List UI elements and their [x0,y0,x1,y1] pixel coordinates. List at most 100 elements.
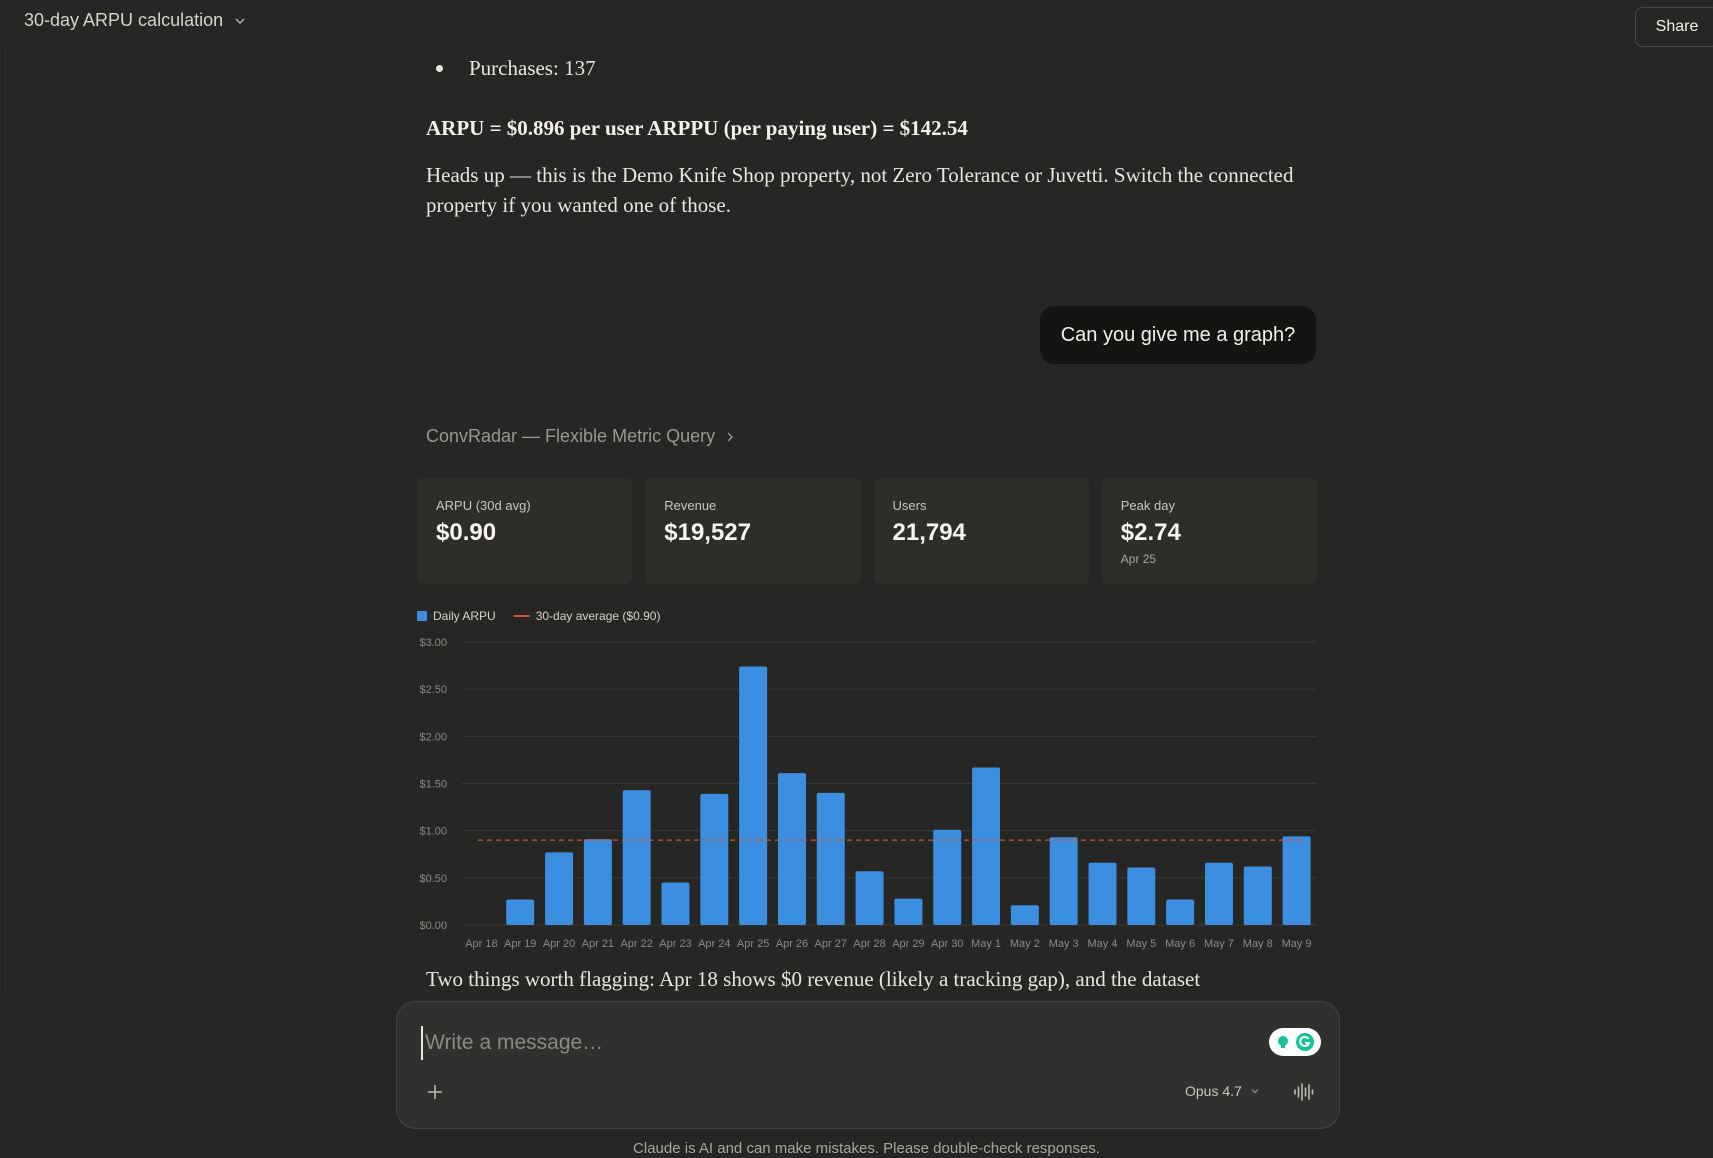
bar [1088,862,1117,925]
chevron-down-icon [1251,1089,1259,1094]
y-tick-label: $0.50 [419,873,447,885]
stat-label: Peak day [1120,498,1175,513]
list-item: Purchases: 137 [426,56,1316,81]
model-selector[interactable]: Opus 4.7 [1185,1083,1260,1099]
bar [700,793,729,925]
bar [1243,866,1272,925]
arpu-summary: ARPU = $0.896 per user ARPPU (per paying… [426,116,968,140]
x-tick-label: May 7 [1204,938,1234,950]
x-tick-label: May 2 [1010,938,1040,950]
bar [1204,862,1233,925]
chevron-right-icon [727,432,734,441]
bar [583,839,612,925]
voice-input-icon[interactable] [1293,1082,1315,1102]
x-tick-label: May 9 [1282,938,1312,950]
user-message: Can you give me a graph? [1040,306,1316,364]
bar [933,829,962,925]
bar [894,898,923,925]
lightbulb-icon [1278,1036,1288,1048]
x-tick-label: Apr 26 [776,938,808,950]
bar [777,773,806,925]
stat-value: $2.74 [1120,519,1181,546]
x-tick-label: May 4 [1088,938,1118,950]
stat-label: Users [892,498,927,513]
x-tick-label: Apr 30 [931,938,963,950]
bar [622,790,651,925]
message-composer: Opus 4.7 [396,1001,1340,1129]
x-tick-label: May 3 [1049,938,1079,950]
bullet-icon [436,65,443,72]
x-tick-label: Apr 22 [620,938,652,950]
followup-line: Two things worth flagging: Apr 18 shows … [426,967,1201,991]
conversation-title: 30-day ARPU calculation [24,10,224,30]
conversation-title-menu[interactable]: 30-day ARPU calculation [24,10,247,31]
bar [1049,837,1078,925]
stat-card-peak-day: Peak day $2.74 Apr 25 [1101,478,1317,584]
legend-label: 30-day average ($0.90) [535,609,661,623]
x-tick-label: Apr 29 [892,938,924,950]
bar [661,882,690,925]
x-tick-label: May 6 [1165,938,1195,950]
bar [1010,905,1039,925]
y-tick-label: $3.00 [419,637,447,649]
y-tick-label: $2.50 [419,684,447,696]
chart-legend: Daily ARPU 30-day average ($0.90) [417,609,660,623]
bar [855,871,884,925]
bar [972,767,1001,925]
chevron-down-icon [235,18,245,24]
stat-card-revenue: Revenue $19,527 [645,478,861,584]
stat-value: $19,527 [664,519,752,546]
stat-label: ARPU (30d avg) [436,498,531,513]
legend-swatch [417,611,427,621]
bar [545,852,574,925]
y-tick-label: $2.00 [419,731,447,743]
x-tick-label: Apr 27 [815,938,847,950]
y-tick-label: $1.00 [419,826,447,838]
heads-up-note: Heads up — this is the Demo Knife Shop p… [426,163,1294,217]
x-tick-label: May 1 [971,938,1001,950]
x-tick-label: Apr 25 [737,938,769,950]
bar [739,666,768,925]
stat-card-users: Users 21,794 [873,478,1089,584]
stat-subtext: Apr 25 [1120,552,1157,566]
x-tick-label: Apr 23 [659,938,691,950]
top-bar: 30-day ARPU calculation Share [0,0,1713,47]
model-name: Opus 4.7 [1185,1083,1242,1099]
tool-call-label: ConvRadar — Flexible Metric Query [426,426,716,446]
stat-label: Revenue [664,498,717,513]
legend-item-average: 30-day average ($0.90) [513,609,661,623]
legend-swatch [513,615,530,617]
bar [1127,867,1156,925]
assistant-followup-text: Two things worth flagging: Apr 18 shows … [426,964,1306,994]
x-tick-label: Apr 28 [853,938,885,950]
tool-call-toggle[interactable]: ConvRadar — Flexible Metric Query [426,426,1316,447]
x-tick-label: Apr 18 [465,938,497,950]
stat-card-arpu: ARPU (30d avg) $0.90 [417,478,633,584]
stat-cards: ARPU (30d avg) $0.90 Revenue $19,527 Use… [417,478,1317,584]
y-tick-label: $0.00 [419,920,447,932]
y-tick-label: $1.50 [419,779,447,791]
bar [1282,836,1311,925]
share-button[interactable]: Share [1635,7,1713,47]
x-tick-label: May 8 [1243,938,1273,950]
grammarly-icon[interactable] [1269,1028,1321,1056]
bar [1166,899,1195,925]
x-tick-label: Apr 19 [504,938,536,950]
arpu-bar-chart: $0.00 $0.50 $1.00 $1.50 $2.00 $2.50 $3.00 Apr 1… [419,637,1316,950]
add-attachment-icon[interactable] [425,1082,445,1102]
bar [816,792,845,925]
bar [506,899,535,925]
message-input[interactable] [421,1026,1201,1060]
legend-label: Daily ARPU [433,609,496,623]
x-tick-label: Apr 20 [543,938,575,950]
x-tick-label: Apr 24 [698,938,730,950]
disclaimer-text: Claude is AI and can make mistakes. Plea… [633,1140,1100,1157]
grammarly-g-icon [1296,1033,1314,1051]
stat-value: 21,794 [892,519,966,546]
stat-value: $0.90 [436,519,497,546]
sidebar-edge [0,44,6,1158]
x-tick-label: Apr 21 [582,938,614,950]
list-item-text: Purchases: 137 [469,56,596,80]
x-tick-label: May 5 [1126,938,1156,950]
legend-item-daily-arpu: Daily ARPU [417,609,496,623]
